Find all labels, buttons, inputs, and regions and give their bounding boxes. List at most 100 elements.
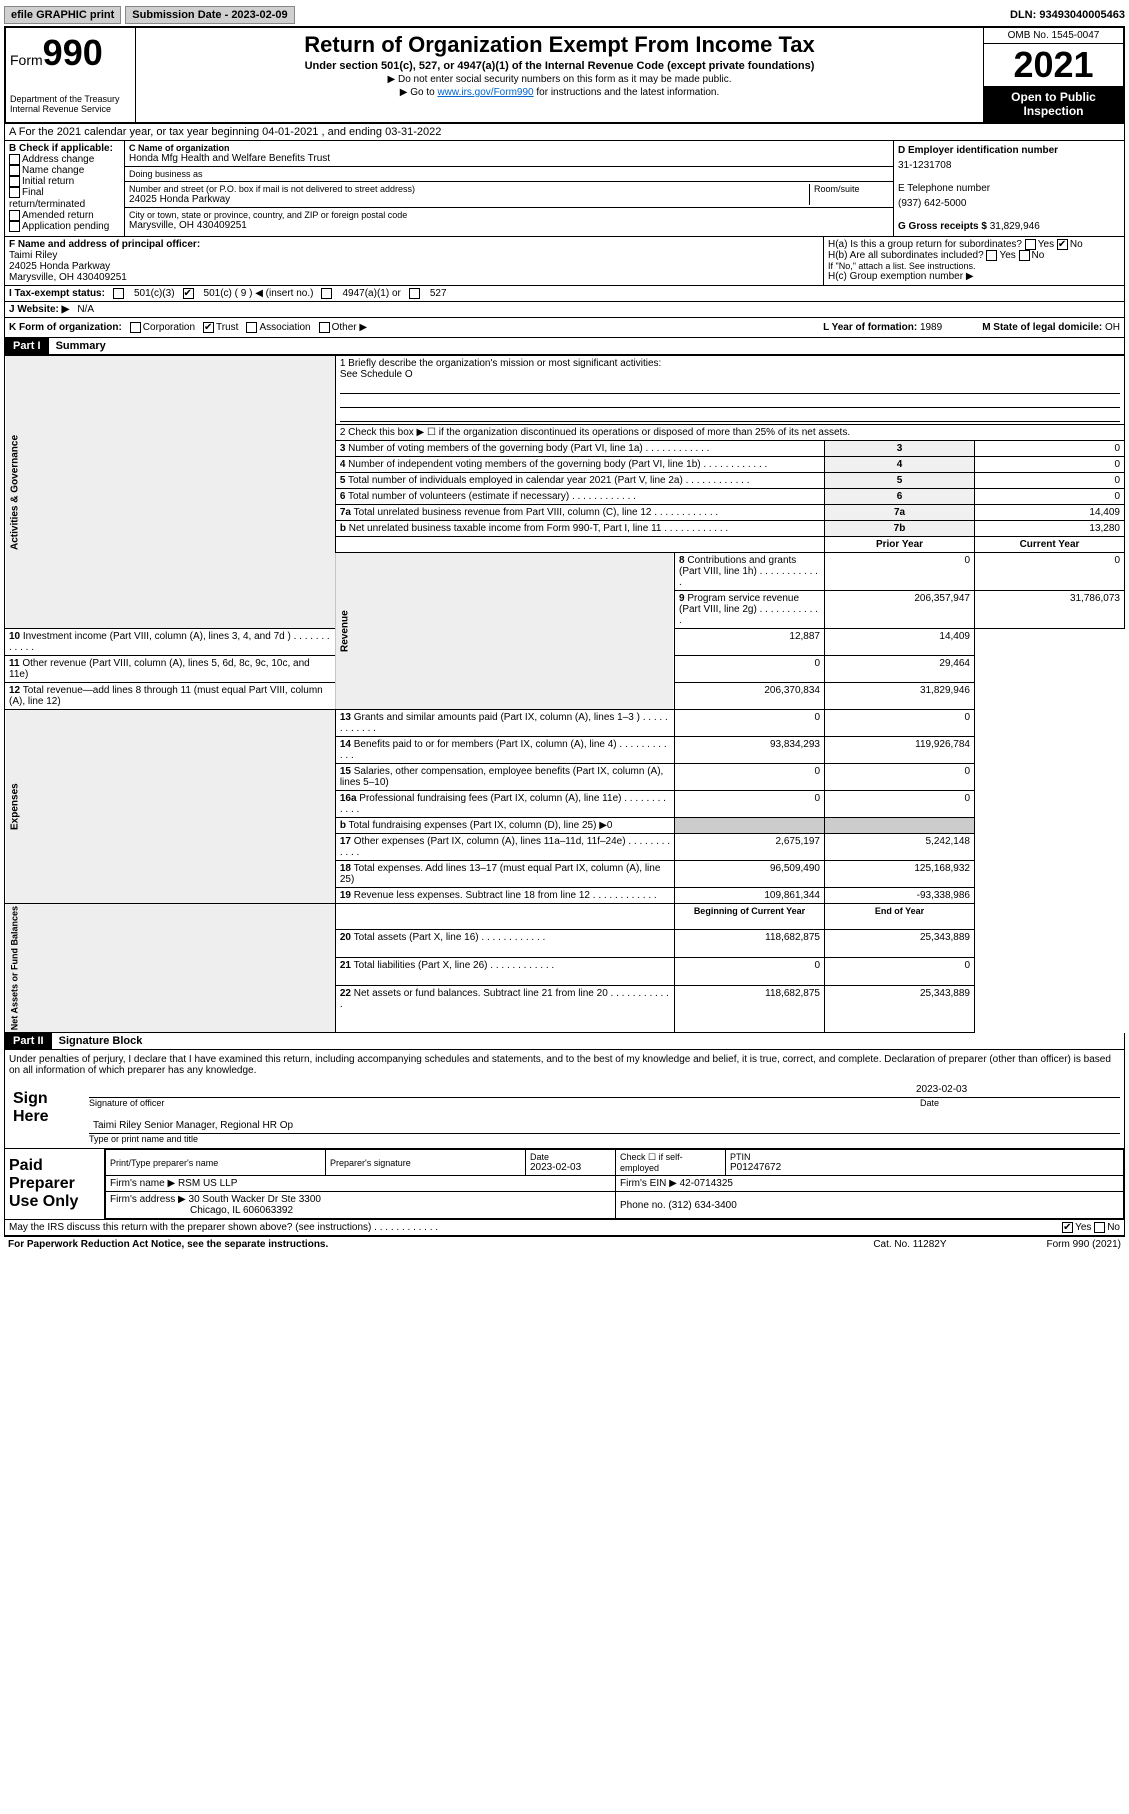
form-subtitle: Under section 501(c), 527, or 4947(a)(1)…	[144, 60, 975, 72]
paid-preparer-label: Paid Preparer Use Only	[5, 1149, 105, 1219]
sig-date: 2023-02-03	[916, 1084, 1116, 1095]
line-num: 13	[340, 712, 351, 723]
k-label: K Form of organization:	[9, 322, 122, 333]
line-val: 0	[975, 489, 1125, 505]
label-final-return: Final return/terminated	[9, 188, 85, 210]
current-val: 14,409	[825, 629, 975, 656]
checkbox-hb-yes[interactable]	[986, 250, 997, 261]
checkbox-final-return[interactable]	[9, 187, 20, 198]
f-label: F Name and address of principal officer:	[9, 239, 819, 250]
checkbox-527[interactable]	[409, 288, 420, 299]
g-gross-label: G Gross receipts $	[898, 221, 987, 232]
line-text: Program service revenue (Part VIII, line…	[679, 593, 799, 615]
prior-val: 2,675,197	[675, 834, 825, 861]
line-num: 10	[9, 631, 20, 642]
form-number: 990	[43, 32, 103, 73]
discuss-yes: Yes	[1075, 1222, 1091, 1233]
checkbox-corp[interactable]	[130, 322, 141, 333]
year-formation: 1989	[920, 322, 942, 333]
checkbox-name-change[interactable]	[9, 165, 20, 176]
prior-val: 109,861,344	[675, 888, 825, 904]
submission-date: Submission Date - 2023-02-09	[125, 6, 294, 24]
checkbox-ha-no[interactable]	[1057, 239, 1068, 250]
shaded-cell	[675, 818, 825, 834]
l-label: L Year of formation:	[823, 322, 917, 333]
hb-note: If "No," attach a list. See instructions…	[828, 261, 1120, 271]
hb-label: H(b) Are all subordinates included?	[828, 250, 984, 261]
part1-header: Part I	[5, 338, 49, 354]
line-text: Total number of volunteers (estimate if …	[348, 491, 569, 502]
prep-name-label: Print/Type preparer's name	[110, 1158, 321, 1168]
checkbox-other[interactable]	[319, 322, 330, 333]
sig-officer-label: Signature of officer	[89, 1098, 920, 1108]
line-text: Other revenue (Part VIII, column (A), li…	[9, 658, 310, 680]
row-a-tax-year: A For the 2021 calendar year, or tax yea…	[4, 124, 1125, 141]
current-year-header: Current Year	[975, 537, 1125, 553]
form-header: Form990 Department of the Treasury Inter…	[4, 26, 1125, 124]
line-num: 14	[340, 739, 351, 750]
prior-val: 206,357,947	[825, 591, 975, 629]
line-num: 20	[340, 932, 351, 943]
checkbox-hb-no[interactable]	[1019, 250, 1030, 261]
line-num: 5	[340, 475, 346, 486]
line-num: 11	[9, 658, 20, 669]
irs-link[interactable]: www.irs.gov/Form990	[437, 87, 533, 98]
line-val: 0	[975, 457, 1125, 473]
label-amended: Amended return	[22, 210, 94, 221]
line-text: Professional fundraising fees (Part IX, …	[359, 793, 621, 804]
line-num: 21	[340, 960, 351, 971]
d-ein-label: D Employer identification number	[898, 145, 1058, 156]
line-text: Other expenses (Part IX, column (A), lin…	[354, 836, 626, 847]
current-val: 0	[975, 553, 1125, 591]
line-ref: 5	[825, 473, 975, 489]
hc-label: H(c) Group exemption number ▶	[828, 271, 1120, 282]
label-name-change: Name change	[22, 165, 84, 176]
checkbox-discuss-yes[interactable]	[1062, 1222, 1073, 1233]
checkbox-pending[interactable]	[9, 221, 20, 232]
city-label: City or town, state or province, country…	[129, 210, 889, 220]
room-suite-label: Room/suite	[809, 184, 889, 205]
checkbox-trust[interactable]	[203, 322, 214, 333]
line-num: 4	[340, 459, 346, 470]
checkbox-address-change[interactable]	[9, 154, 20, 165]
summary-table: Activities & Governance 1 Briefly descri…	[4, 355, 1125, 1033]
line-num: 12	[9, 685, 20, 696]
line-text: Total assets (Part X, line 16)	[354, 932, 479, 943]
officer-city: Marysville, OH 430409251	[9, 272, 819, 283]
current-val: 119,926,784	[825, 737, 975, 764]
dba-label: Doing business as	[129, 169, 889, 179]
firm-addr-label: Firm's address ▶	[110, 1194, 186, 1205]
label-initial-return: Initial return	[22, 176, 74, 187]
line-text: Total fundraising expenses (Part IX, col…	[349, 820, 613, 831]
line-text: Total expenses. Add lines 13–17 (must eq…	[340, 863, 661, 885]
prior-val: 0	[825, 553, 975, 591]
part1-title: Summary	[56, 340, 106, 352]
efile-button[interactable]: efile GRAPHIC print	[4, 6, 121, 24]
hb-no: No	[1032, 250, 1045, 261]
opt-527: 527	[430, 288, 447, 299]
line-num: 17	[340, 836, 351, 847]
checkbox-501c3[interactable]	[113, 288, 124, 299]
ha-label: H(a) Is this a group return for subordin…	[828, 239, 1022, 250]
discuss-label: May the IRS discuss this return with the…	[9, 1222, 438, 1233]
checkbox-discuss-no[interactable]	[1094, 1222, 1105, 1233]
prep-sig-label: Preparer's signature	[330, 1158, 521, 1168]
line-ref: 3	[825, 441, 975, 457]
j-label: J Website: ▶	[9, 304, 69, 315]
checkbox-assoc[interactable]	[246, 322, 257, 333]
ha-yes: Yes	[1038, 239, 1054, 250]
line-text: Total unrelated business revenue from Pa…	[354, 507, 652, 518]
current-val: 29,464	[825, 656, 975, 683]
checkbox-amended[interactable]	[9, 210, 20, 221]
prior-val: 12,887	[675, 629, 825, 656]
checkbox-4947[interactable]	[321, 288, 332, 299]
checkbox-initial-return[interactable]	[9, 176, 20, 187]
current-val: -93,338,986	[825, 888, 975, 904]
checkbox-ha-yes[interactable]	[1025, 239, 1036, 250]
penalty-text: Under penalties of perjury, I declare th…	[9, 1054, 1120, 1076]
line-text: Number of voting members of the governin…	[348, 443, 643, 454]
boy-header: Beginning of Current Year	[675, 904, 825, 930]
line-num: b	[340, 820, 346, 831]
line-text: Number of independent voting members of …	[348, 459, 700, 470]
checkbox-501c[interactable]	[183, 288, 194, 299]
